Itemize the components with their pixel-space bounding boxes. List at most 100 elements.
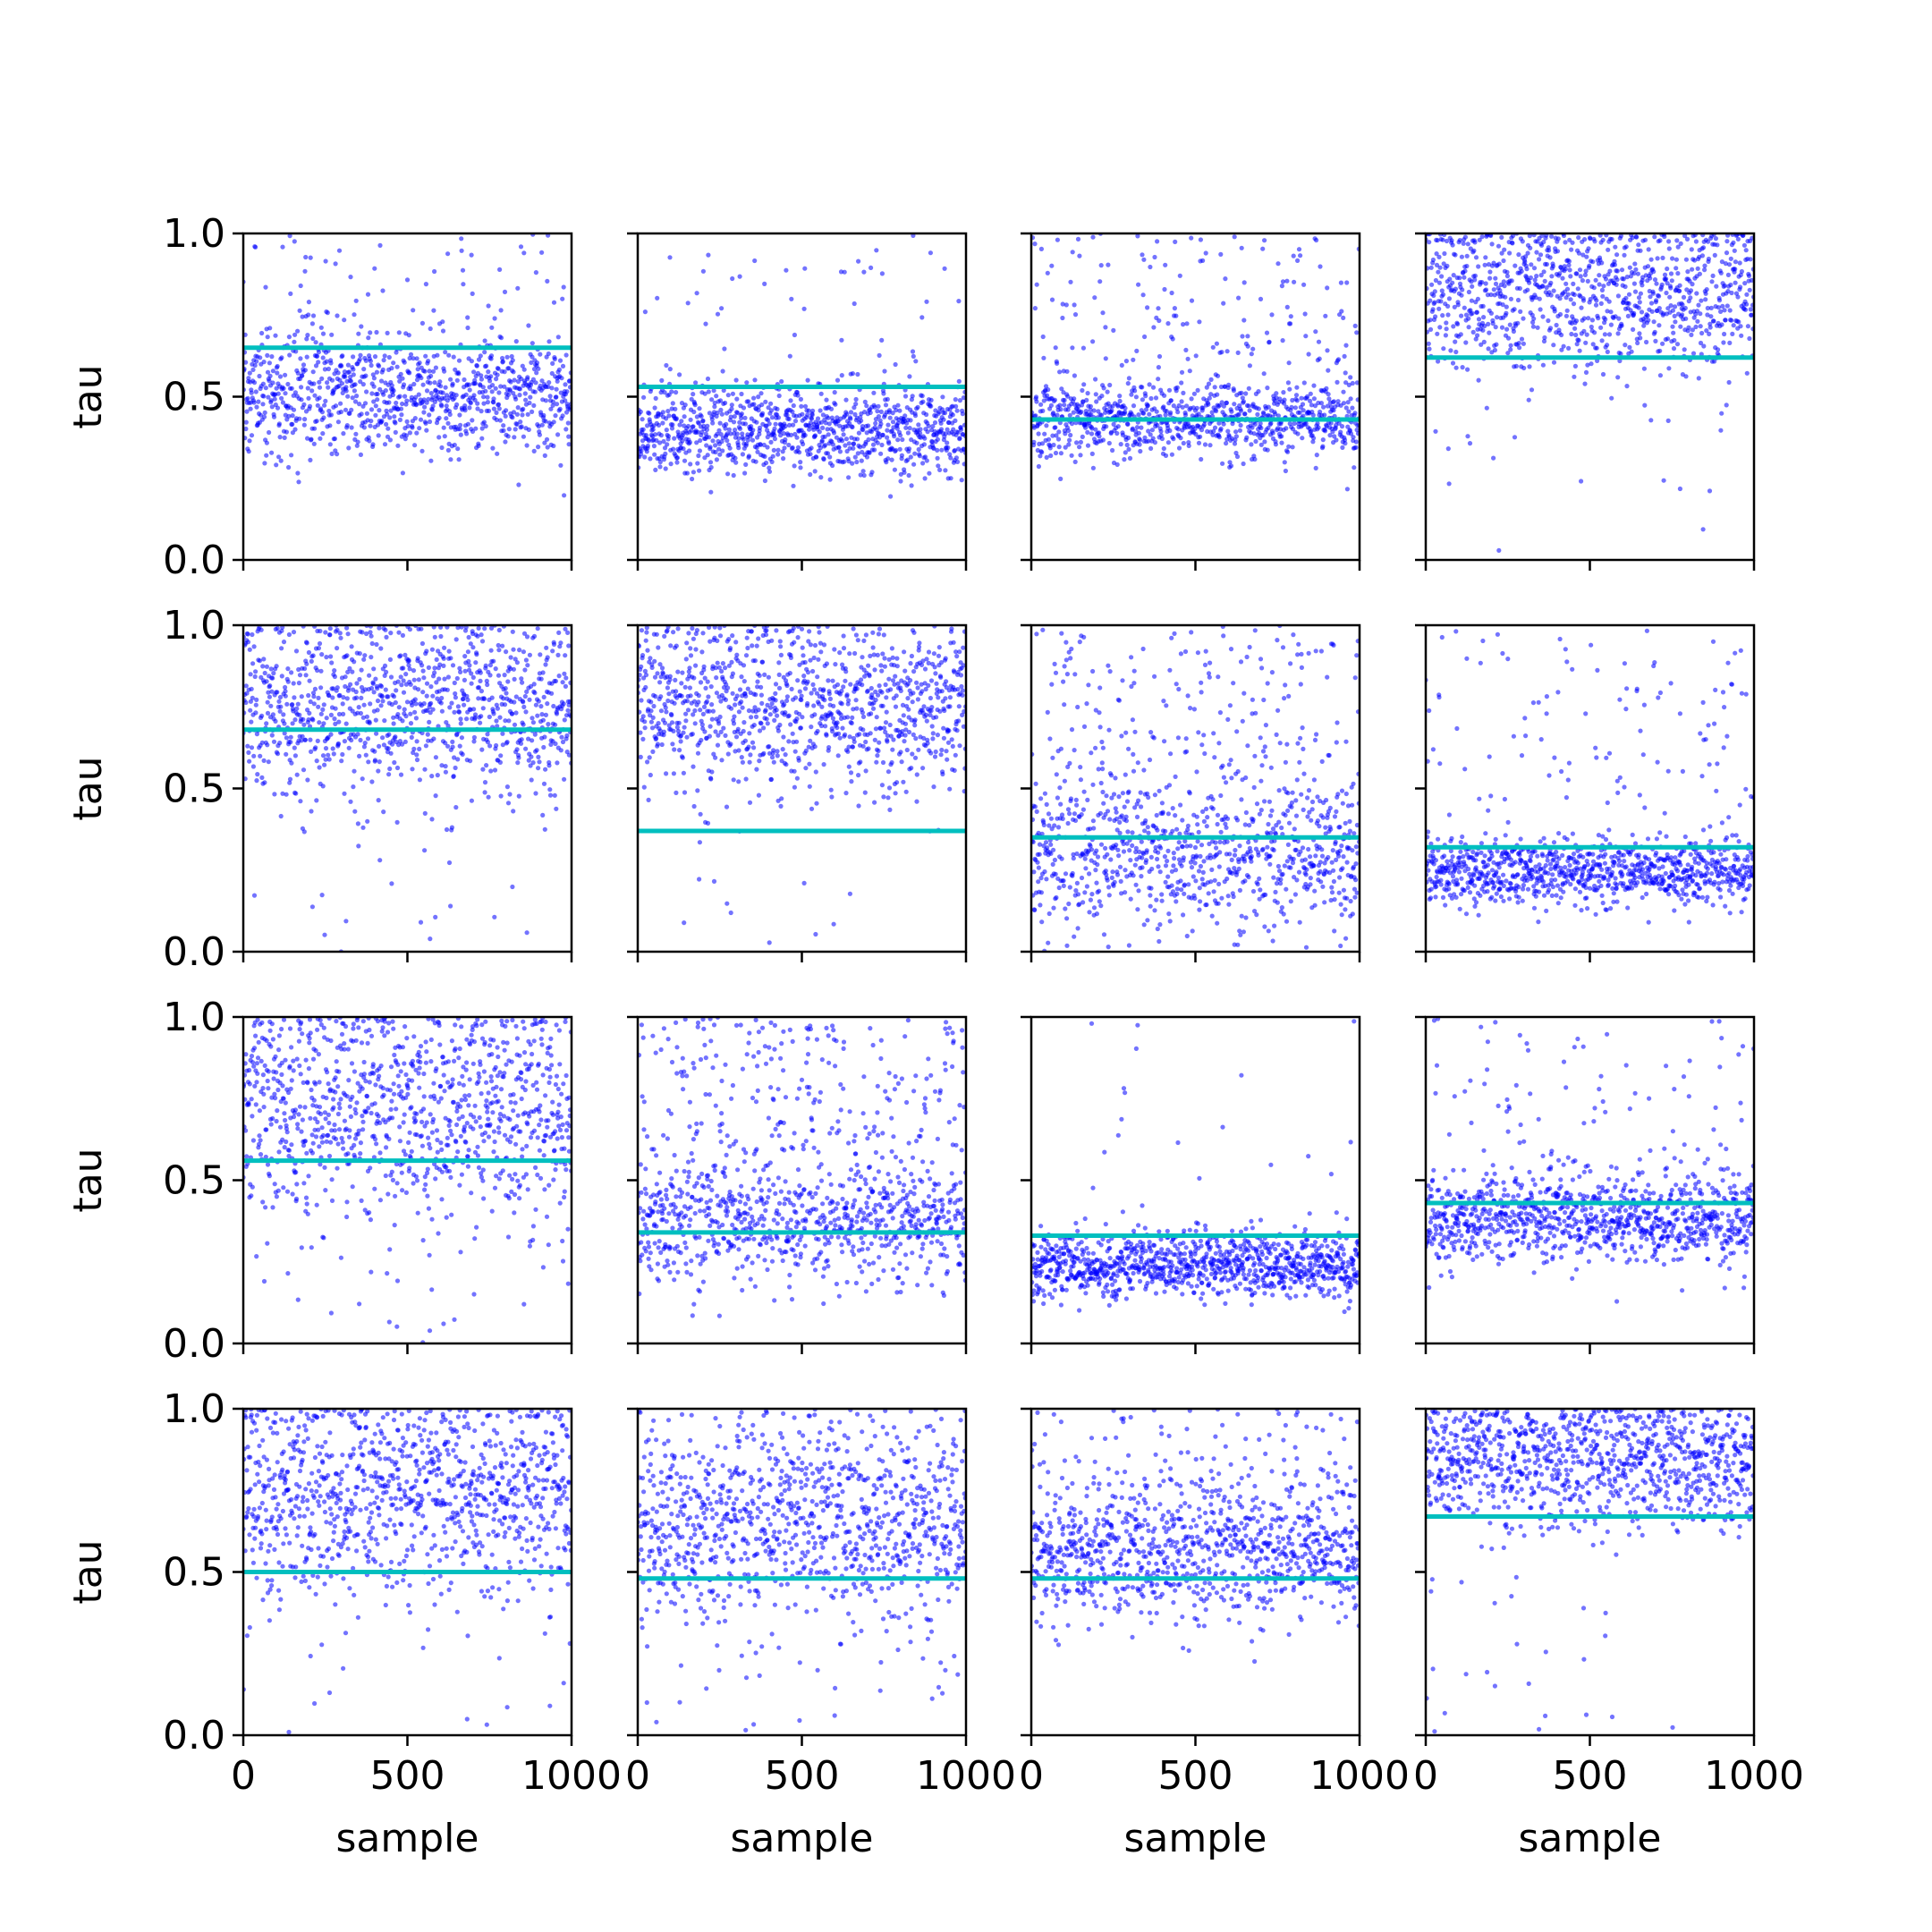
data-point [1044, 454, 1049, 460]
data-point [452, 442, 457, 448]
data-point [1111, 421, 1116, 427]
data-point [1671, 346, 1677, 352]
data-point [1353, 445, 1359, 450]
data-point [1280, 338, 1285, 343]
data-point [840, 438, 845, 444]
data-point [543, 662, 548, 667]
data-point [314, 419, 319, 424]
data-point [551, 703, 556, 709]
data-point [1224, 441, 1229, 446]
data-point [1157, 353, 1163, 360]
data-point [508, 655, 513, 660]
data-point [874, 427, 879, 433]
data-point [542, 734, 547, 740]
data-point [1459, 254, 1464, 259]
data-point [537, 759, 542, 765]
data-point [464, 693, 470, 699]
data-point [474, 652, 479, 657]
data-point [1630, 235, 1635, 241]
data-point [1549, 274, 1555, 279]
data-point [1748, 307, 1753, 312]
data-point [428, 936, 433, 942]
data-point [286, 464, 292, 470]
data-point [553, 722, 558, 727]
data-point [1641, 366, 1647, 371]
data-point [1295, 431, 1301, 436]
data-point [282, 731, 287, 736]
data-point [461, 696, 466, 701]
data-point [372, 758, 378, 763]
data-point [488, 648, 494, 653]
data-point [1623, 343, 1628, 348]
data-point [372, 749, 377, 754]
data-point [489, 325, 495, 330]
data-point [337, 692, 343, 699]
data-point [1653, 338, 1658, 343]
data-point [766, 418, 771, 423]
data-point [1077, 445, 1082, 450]
data-point [1341, 389, 1346, 394]
data-point [943, 468, 948, 473]
data-point [1453, 252, 1458, 258]
data-point [479, 373, 484, 378]
data-point [652, 452, 657, 457]
data-point [1156, 306, 1161, 311]
data-point [1735, 294, 1741, 300]
data-point [1451, 324, 1456, 329]
data-point [1551, 360, 1557, 365]
data-point [514, 747, 520, 752]
data-point [1623, 295, 1629, 301]
data-point [455, 757, 461, 762]
data-point [1253, 438, 1258, 445]
data-point [1149, 428, 1155, 433]
data-point [1615, 331, 1621, 336]
data-point [1174, 313, 1179, 318]
data-point [478, 720, 483, 725]
scatter-points [243, 625, 572, 952]
data-point [1527, 364, 1532, 369]
data-point [1166, 387, 1173, 393]
data-point [491, 658, 496, 664]
data-point [376, 433, 381, 438]
data-point [348, 374, 353, 380]
data-point [496, 642, 501, 648]
data-point [335, 741, 341, 747]
data-point [656, 422, 662, 428]
data-point [926, 423, 931, 428]
data-point [1464, 263, 1470, 269]
data-point [1038, 246, 1044, 251]
data-point [1040, 408, 1046, 413]
data-point [842, 459, 847, 464]
data-point [340, 751, 345, 758]
data-point [347, 665, 352, 672]
data-point [531, 367, 538, 372]
data-point [323, 757, 328, 762]
data-point [1713, 236, 1718, 242]
data-point [1148, 432, 1153, 437]
data-point [1521, 341, 1526, 346]
data-point [928, 250, 933, 256]
data-point [299, 385, 304, 390]
data-point [826, 421, 832, 427]
data-point [309, 658, 314, 665]
data-point [916, 446, 921, 453]
data-point [265, 710, 271, 716]
data-point [533, 380, 538, 386]
data-point [563, 382, 568, 387]
data-point [1474, 309, 1479, 315]
data-point [690, 476, 695, 482]
data-point [1343, 343, 1349, 348]
data-point [423, 420, 428, 426]
data-point [500, 742, 505, 748]
data-point [1563, 240, 1568, 245]
data-point [1077, 253, 1082, 258]
data-point [520, 680, 525, 685]
data-point [546, 722, 551, 727]
data-point [1270, 430, 1275, 436]
data-point [290, 721, 295, 726]
data-point [1749, 277, 1754, 283]
data-point [1552, 309, 1557, 314]
data-point [767, 465, 772, 470]
data-point [1155, 422, 1160, 428]
data-point [860, 427, 866, 433]
